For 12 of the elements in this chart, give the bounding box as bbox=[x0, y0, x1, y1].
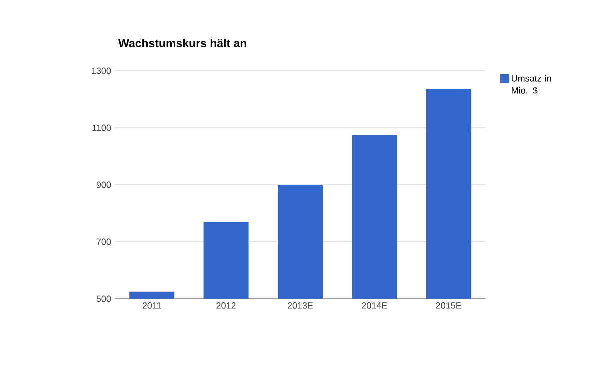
legend-label: Umsatz in Mio. $ bbox=[512, 75, 552, 94]
y-tick-label: 1300 bbox=[92, 68, 112, 74]
y-tick-label: 700 bbox=[96, 238, 112, 246]
x-tick-label: 2012 bbox=[216, 302, 236, 309]
x-tick-label: 2015E bbox=[436, 302, 462, 309]
y-tick-label: 500 bbox=[96, 296, 112, 302]
chart-title: Wachstumskurs hält an bbox=[118, 39, 246, 48]
x-tick-label: 2014E bbox=[362, 302, 388, 309]
y-tick-label: 1100 bbox=[92, 124, 112, 132]
x-tick-label: 2011 bbox=[142, 302, 162, 309]
x-tick-label: 2013E bbox=[288, 302, 314, 309]
y-tick-label: 900 bbox=[96, 182, 112, 188]
